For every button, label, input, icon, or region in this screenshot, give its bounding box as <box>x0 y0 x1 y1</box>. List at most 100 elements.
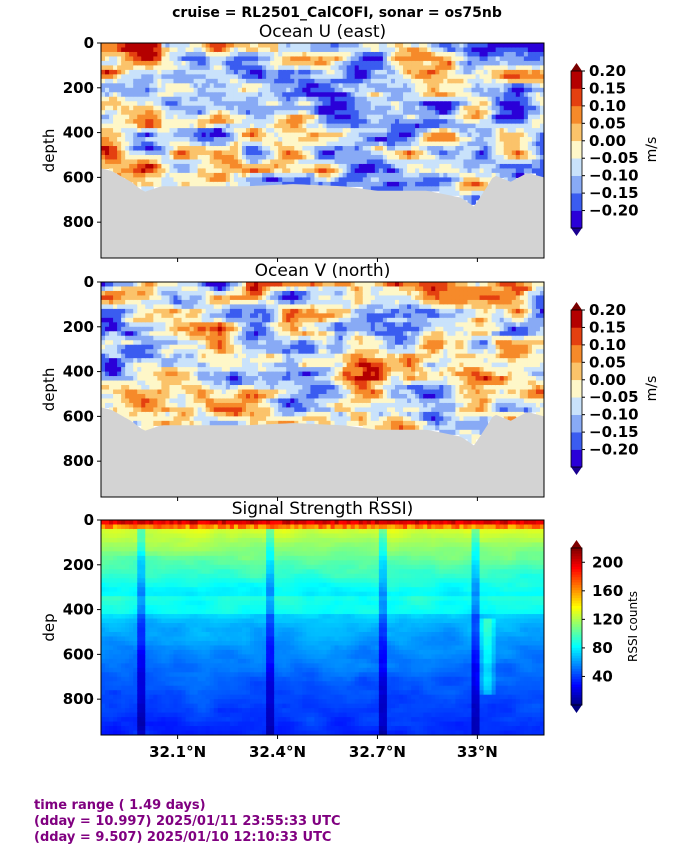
heatmap-cell <box>535 146 541 152</box>
heatmap-cell <box>495 119 501 125</box>
heatmap-cell <box>298 83 303 89</box>
heatmap-cell <box>237 335 243 341</box>
heatmap-cell <box>407 128 412 134</box>
heatmap-cell <box>390 105 396 111</box>
heatmap-cell <box>105 349 110 355</box>
heatmap-cell <box>254 83 259 89</box>
heatmap-cell <box>129 87 134 93</box>
heatmap-cell <box>479 110 485 116</box>
heatmap-cell <box>451 114 456 120</box>
heatmap-cell <box>427 101 432 107</box>
heatmap-cell <box>161 308 167 314</box>
heatmap-cell <box>403 101 408 107</box>
heatmap-cell <box>209 181 215 187</box>
heatmap-cell <box>153 398 158 404</box>
heatmap-cell <box>101 74 106 80</box>
heatmap-cell <box>149 60 154 66</box>
heatmap-cell <box>237 123 243 129</box>
heatmap-cell <box>386 146 392 152</box>
heatmap-cell <box>298 60 303 66</box>
heatmap-cell <box>483 92 489 98</box>
heatmap-cell <box>113 317 118 323</box>
heatmap-cell <box>241 74 247 80</box>
heatmap-cell <box>318 51 324 58</box>
heatmap-cell <box>350 154 356 161</box>
heatmap-cell <box>286 159 291 165</box>
heatmap-cell <box>399 137 404 143</box>
heatmap-cell <box>459 47 465 53</box>
heatmap-cell <box>495 146 501 152</box>
heatmap-cell <box>519 168 525 174</box>
heatmap-cell <box>250 74 255 80</box>
heatmap-cell <box>507 51 513 58</box>
heatmap-cell <box>515 96 521 102</box>
heatmap-cell <box>181 137 187 143</box>
heatmap-cell <box>487 141 493 147</box>
heatmap-cell <box>161 286 167 292</box>
heatmap-cell <box>169 398 175 404</box>
heatmap-cell <box>197 299 203 305</box>
heatmap-cell <box>487 74 493 80</box>
heatmap-cell <box>362 163 368 170</box>
heatmap-cell <box>197 172 203 178</box>
heatmap-cell <box>403 154 408 161</box>
heatmap-cell <box>302 114 307 120</box>
heatmap-cell <box>209 286 215 292</box>
heatmap-cell <box>237 385 243 391</box>
heatmap-cell <box>471 78 477 84</box>
heatmap-cell <box>278 163 283 170</box>
heatmap-cell <box>241 56 247 62</box>
heatmap-cell <box>399 83 404 89</box>
heatmap-cell <box>342 47 348 53</box>
heatmap-cell <box>254 389 259 395</box>
heatmap-cell <box>141 177 146 183</box>
heatmap-cell <box>185 141 191 147</box>
heatmap-cell <box>177 411 183 417</box>
heatmap-cell <box>394 114 400 120</box>
heatmap-cell <box>149 335 154 341</box>
heatmap-cell <box>270 308 275 314</box>
heatmap-cell <box>225 290 231 297</box>
heatmap-cell <box>491 87 497 93</box>
heatmap-cell <box>221 65 227 71</box>
heatmap-cell <box>213 322 219 328</box>
heatmap-cell <box>459 78 465 84</box>
heatmap-cell <box>121 326 126 332</box>
heatmap-cell <box>181 411 187 417</box>
heatmap-cell <box>201 331 207 337</box>
heatmap-cell <box>233 295 239 301</box>
heatmap-cell <box>262 105 267 111</box>
heatmap-cell <box>479 163 485 170</box>
heatmap-cell <box>415 168 420 174</box>
heatmap-cell <box>326 51 332 58</box>
heatmap-cell <box>145 96 150 102</box>
heatmap-cell <box>471 92 477 98</box>
heatmap-cell <box>334 60 340 66</box>
heatmap-cell <box>523 69 529 75</box>
heatmap-cell <box>439 177 444 183</box>
heatmap-cell <box>245 110 251 116</box>
heatmap-cell <box>121 331 126 337</box>
heatmap-cell <box>213 411 219 417</box>
heatmap-cell <box>535 132 541 138</box>
heatmap-cell <box>503 78 509 84</box>
heatmap-cell <box>233 385 239 391</box>
heatmap-cell <box>366 146 372 152</box>
heatmap-cell <box>205 313 211 319</box>
heatmap-cell <box>241 402 247 409</box>
heatmap-cell <box>487 43 493 49</box>
heatmap-cell <box>270 362 275 368</box>
heatmap-cell <box>467 78 473 84</box>
heatmap-cell <box>117 51 122 58</box>
heatmap-cell <box>262 326 267 332</box>
heatmap-cell <box>177 304 183 310</box>
heatmap-cell <box>495 132 501 138</box>
heatmap-cell <box>201 128 207 134</box>
heatmap-cell <box>173 420 179 426</box>
heatmap-cell <box>322 105 328 111</box>
heatmap-cell <box>318 119 324 125</box>
heatmap-cell <box>362 159 368 165</box>
heatmap-cell <box>201 110 207 116</box>
heatmap-cell <box>314 168 320 174</box>
heatmap-cell <box>451 159 456 165</box>
